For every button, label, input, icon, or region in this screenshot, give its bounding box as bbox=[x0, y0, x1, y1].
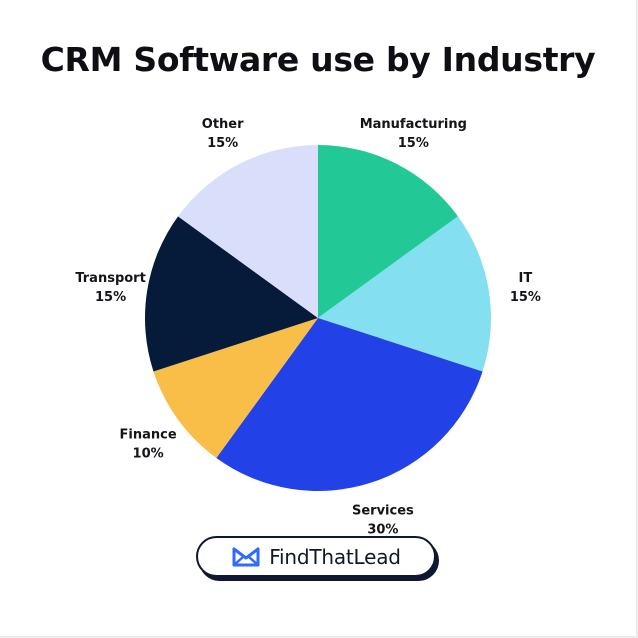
slice-category-label: IT bbox=[519, 271, 533, 286]
pie-slice-other bbox=[178, 145, 318, 318]
pie-slice-services bbox=[216, 318, 483, 491]
pie-labels: Manufacturing 15% IT 15% Services 30% Finance 1… bbox=[75, 117, 541, 538]
pie-slice-it bbox=[318, 216, 491, 372]
brand-name: FindThatLead bbox=[269, 544, 401, 569]
findthatlead-logo-badge[interactable]: FindThatLead bbox=[196, 536, 436, 577]
pie-slices bbox=[144, 145, 491, 491]
slice-label-finance: Finance 10% bbox=[120, 427, 177, 461]
slice-value-label: 10% bbox=[133, 446, 164, 461]
slice-category-label: Manufacturing bbox=[360, 117, 467, 132]
pie-slice-manufacturing bbox=[318, 145, 458, 318]
slice-label-other: Other 15% bbox=[202, 117, 244, 151]
slice-label-manufacturing: Manufacturing 15% bbox=[360, 117, 467, 151]
slice-value-label: 15% bbox=[207, 136, 238, 151]
slice-category-label: Transport bbox=[75, 271, 145, 286]
slice-label-transport: Transport 15% bbox=[75, 271, 145, 305]
slice-category-label: Finance bbox=[120, 427, 177, 442]
slice-value-label: 30% bbox=[367, 523, 398, 538]
pie-slice-finance bbox=[153, 318, 318, 458]
slice-label-it: IT 15% bbox=[510, 271, 541, 305]
slice-value-label: 15% bbox=[398, 136, 429, 151]
slice-category-label: Services bbox=[352, 504, 414, 519]
slice-label-services: Services 30% bbox=[352, 504, 414, 538]
chart-title: CRM Software use by Industry bbox=[40, 40, 596, 79]
envelope-logo-icon bbox=[232, 547, 260, 566]
slice-category-label: Other bbox=[202, 117, 244, 132]
slice-value-label: 15% bbox=[510, 290, 541, 305]
pie-slice-transport bbox=[144, 216, 318, 372]
slice-value-label: 15% bbox=[95, 290, 126, 305]
